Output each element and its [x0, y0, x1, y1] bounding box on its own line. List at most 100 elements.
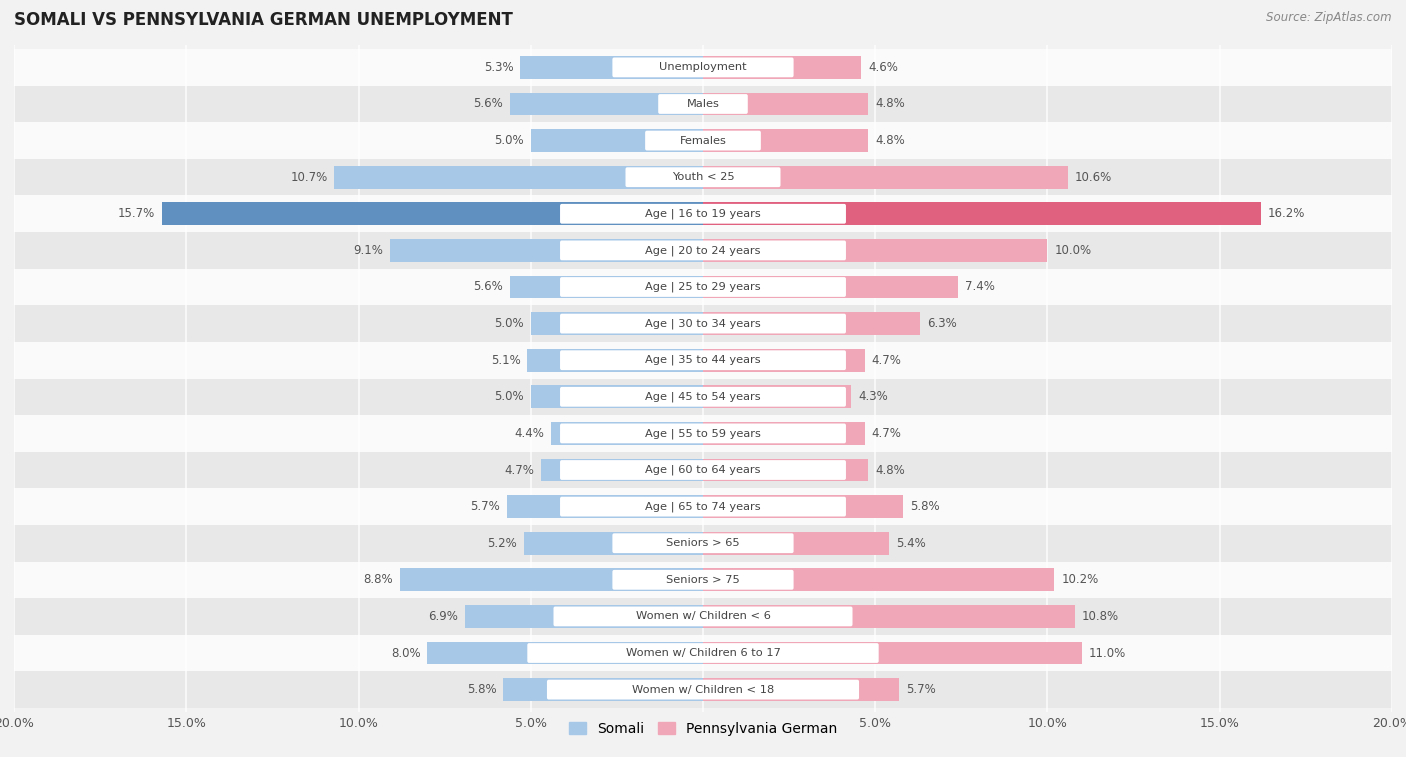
Bar [503, 678, 703, 701]
Bar [506, 495, 703, 518]
Bar [531, 129, 703, 152]
Bar [531, 312, 703, 335]
FancyBboxPatch shape [560, 204, 846, 223]
Bar [14, 269, 1392, 305]
Bar [14, 634, 1392, 671]
Bar [703, 385, 851, 408]
Text: 6.3%: 6.3% [927, 317, 956, 330]
Text: Seniors > 75: Seniors > 75 [666, 575, 740, 585]
Text: 10.2%: 10.2% [1062, 573, 1098, 587]
Bar [703, 678, 900, 701]
Text: Age | 25 to 29 years: Age | 25 to 29 years [645, 282, 761, 292]
FancyBboxPatch shape [626, 167, 780, 187]
Bar [14, 598, 1392, 634]
Bar [14, 195, 1392, 232]
Text: 6.9%: 6.9% [429, 610, 458, 623]
Text: 10.6%: 10.6% [1076, 170, 1112, 184]
Bar [703, 166, 1069, 188]
Text: 15.7%: 15.7% [118, 207, 155, 220]
Bar [703, 56, 862, 79]
Text: 5.2%: 5.2% [488, 537, 517, 550]
Text: 4.8%: 4.8% [875, 134, 905, 147]
Bar [527, 349, 703, 372]
FancyBboxPatch shape [560, 423, 846, 444]
FancyBboxPatch shape [547, 680, 859, 699]
Bar [427, 642, 703, 665]
Bar [703, 459, 869, 481]
Bar [703, 276, 957, 298]
Text: 5.1%: 5.1% [491, 354, 520, 366]
Bar [14, 525, 1392, 562]
Text: 5.6%: 5.6% [474, 281, 503, 294]
Bar [14, 305, 1392, 342]
Text: 4.8%: 4.8% [875, 463, 905, 476]
Text: Age | 20 to 24 years: Age | 20 to 24 years [645, 245, 761, 256]
Bar [389, 239, 703, 262]
Bar [335, 166, 703, 188]
Bar [14, 342, 1392, 378]
FancyBboxPatch shape [613, 570, 793, 590]
Bar [551, 422, 703, 445]
FancyBboxPatch shape [560, 277, 846, 297]
Text: Youth < 25: Youth < 25 [672, 172, 734, 182]
Text: 5.8%: 5.8% [910, 500, 939, 513]
FancyBboxPatch shape [560, 460, 846, 480]
Bar [541, 459, 703, 481]
Text: Age | 65 to 74 years: Age | 65 to 74 years [645, 501, 761, 512]
Text: Age | 60 to 64 years: Age | 60 to 64 years [645, 465, 761, 475]
Text: 11.0%: 11.0% [1088, 646, 1126, 659]
Bar [703, 605, 1076, 628]
Text: Age | 35 to 44 years: Age | 35 to 44 years [645, 355, 761, 366]
Bar [14, 562, 1392, 598]
FancyBboxPatch shape [560, 241, 846, 260]
FancyBboxPatch shape [560, 313, 846, 334]
Text: 8.0%: 8.0% [391, 646, 420, 659]
Bar [14, 123, 1392, 159]
Text: Seniors > 65: Seniors > 65 [666, 538, 740, 548]
FancyBboxPatch shape [560, 350, 846, 370]
Bar [465, 605, 703, 628]
Text: Women w/ Children < 18: Women w/ Children < 18 [631, 684, 775, 695]
Text: 8.8%: 8.8% [363, 573, 392, 587]
FancyBboxPatch shape [658, 94, 748, 114]
Bar [703, 92, 869, 115]
Bar [14, 671, 1392, 708]
Bar [531, 385, 703, 408]
Bar [703, 642, 1083, 665]
Bar [14, 86, 1392, 123]
Text: 5.0%: 5.0% [495, 134, 524, 147]
Text: 4.3%: 4.3% [858, 391, 887, 403]
Bar [703, 239, 1047, 262]
Bar [14, 49, 1392, 86]
Text: 4.7%: 4.7% [872, 427, 901, 440]
Text: 5.7%: 5.7% [907, 683, 936, 696]
Bar [524, 532, 703, 555]
Text: 4.8%: 4.8% [875, 98, 905, 111]
Bar [520, 56, 703, 79]
Text: 4.7%: 4.7% [872, 354, 901, 366]
Bar [14, 415, 1392, 452]
Text: 4.6%: 4.6% [869, 61, 898, 74]
Bar [703, 349, 865, 372]
Text: Age | 55 to 59 years: Age | 55 to 59 years [645, 428, 761, 438]
Text: Males: Males [686, 99, 720, 109]
Bar [703, 312, 920, 335]
FancyBboxPatch shape [560, 497, 846, 516]
Text: 5.6%: 5.6% [474, 98, 503, 111]
Bar [703, 202, 1261, 225]
Text: 5.8%: 5.8% [467, 683, 496, 696]
FancyBboxPatch shape [560, 387, 846, 407]
FancyBboxPatch shape [613, 534, 793, 553]
FancyBboxPatch shape [554, 606, 852, 626]
Text: Women w/ Children 6 to 17: Women w/ Children 6 to 17 [626, 648, 780, 658]
FancyBboxPatch shape [527, 643, 879, 663]
Text: 10.8%: 10.8% [1083, 610, 1119, 623]
Bar [703, 422, 865, 445]
Text: Unemployment: Unemployment [659, 62, 747, 73]
Bar [14, 232, 1392, 269]
Bar [703, 532, 889, 555]
Text: 5.7%: 5.7% [470, 500, 499, 513]
Text: 16.2%: 16.2% [1268, 207, 1305, 220]
Text: Source: ZipAtlas.com: Source: ZipAtlas.com [1267, 11, 1392, 24]
Text: 5.4%: 5.4% [896, 537, 925, 550]
